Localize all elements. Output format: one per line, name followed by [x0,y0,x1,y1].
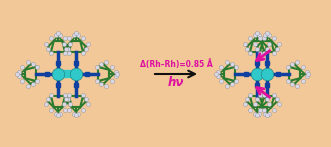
Text: hν: hν [168,76,184,89]
Text: Δ(Rh–Rh)=0.85 Å: Δ(Rh–Rh)=0.85 Å [140,59,213,69]
